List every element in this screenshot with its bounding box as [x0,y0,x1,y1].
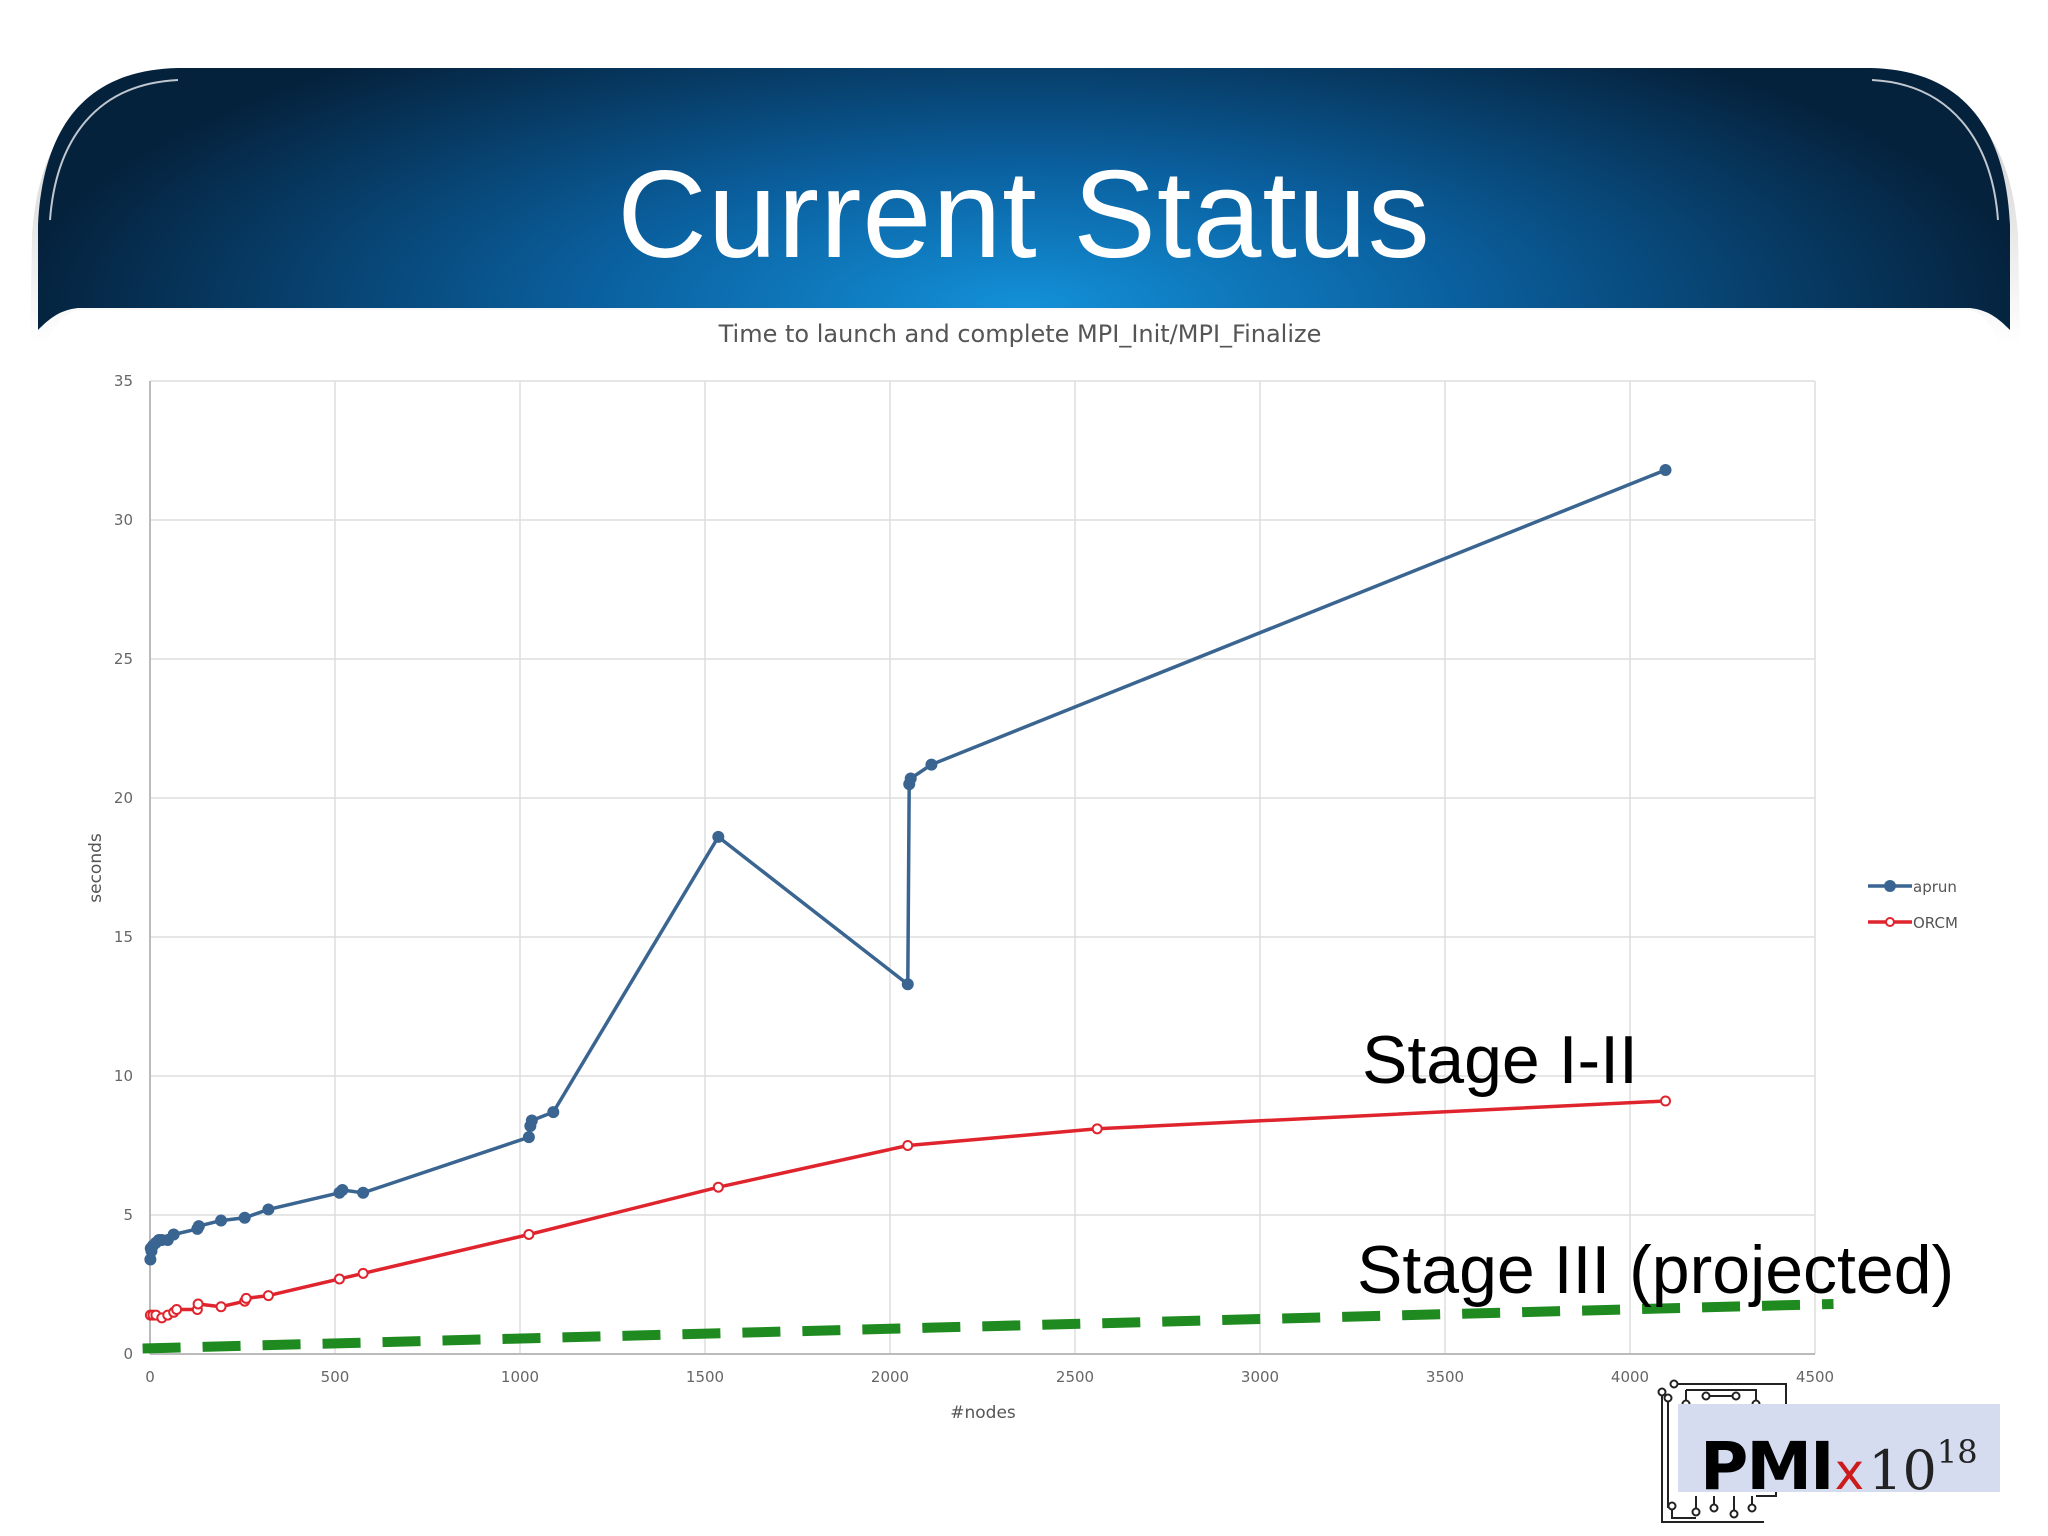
data-point [523,1228,535,1240]
x-tick-label: 4000 [1611,1368,1649,1386]
stage-3-projected-annotation: Stage III (projected) [1357,1232,1955,1308]
data-point [525,1114,538,1127]
y-tick-label: 5 [123,1206,133,1224]
title-banner [30,68,2020,345]
data-point [215,1301,227,1313]
pmix-logo: PMIx1018 [1656,1376,2024,1524]
y-tick-label: 0 [123,1345,133,1363]
projection-layer [142,1298,1834,1354]
legend-label: ORCM [1913,914,1958,932]
data-point [192,1220,205,1233]
legend-label: aprun [1913,878,1957,896]
data-point [522,1131,535,1144]
legend-item-aprun: aprun [1868,878,1957,896]
data-point [357,1186,370,1199]
data-point [192,1298,204,1310]
data-point [262,1203,275,1216]
legend-marker [1884,880,1896,892]
data-point [1659,463,1672,476]
data-point [357,1267,369,1279]
logo-exponent: 18 [1936,1433,1978,1471]
logo-word: PMI [1700,1428,1835,1505]
x-tick-label: 2500 [1056,1368,1094,1386]
x-tick-label: 3000 [1241,1368,1279,1386]
data-point [901,978,914,991]
data-point [712,1181,724,1193]
projection-line [142,1298,1834,1354]
x-tick-label: 0 [145,1368,155,1386]
logo-wordmark: PMIx1018 [1700,1412,1978,1505]
data-point [712,830,725,843]
data-point [262,1290,274,1302]
series-orcm [144,1095,1672,1324]
data-point [238,1211,251,1224]
legend: aprun ORCM [1868,878,1958,932]
series-aprun [144,463,1672,1266]
data-point [171,1304,183,1316]
x-tick-label: 4500 [1796,1368,1834,1386]
y-tick-label: 30 [114,511,133,529]
y-tick-label: 10 [114,1067,133,1085]
data-point [215,1214,228,1227]
y-tick-label: 35 [114,372,133,390]
axis-ticks: 0 500 1000 1500 2000 2500 3000 3500 4000 4500 0 5 10… [114,372,1834,1386]
legend-item-orcm: ORCM [1868,914,1958,932]
data-point [925,758,938,771]
logo-times: x [1834,1443,1865,1501]
data-point [902,1140,914,1151]
x-tick-label: 1000 [501,1368,539,1386]
x-tick-label: 3500 [1426,1368,1464,1386]
y-axis-label: seconds [86,833,106,903]
x-axis-label: #nodes [950,1403,1016,1423]
data-point [1091,1123,1103,1135]
data-point [904,772,917,785]
chart-grid [149,380,1816,1355]
slide-title: Current Status [617,146,1431,284]
logo-base: 10 [1868,1439,1937,1502]
data-point [240,1292,252,1304]
y-tick-label: 15 [114,928,133,946]
x-tick-label: 2000 [871,1368,909,1386]
data-point [167,1228,180,1241]
data-point [1660,1095,1672,1107]
legend-marker [1885,917,1895,927]
stage-1-2-annotation: Stage I-II [1362,1022,1638,1098]
data-point [547,1106,560,1119]
data-point [336,1183,349,1196]
logo-panel [1678,1404,2000,1492]
y-tick-label: 25 [114,650,133,668]
chart-title: Time to launch and complete MPI_Init/MPI… [718,320,1322,348]
x-tick-label: 500 [321,1368,350,1386]
x-tick-label: 1500 [686,1368,724,1386]
series-layer [144,463,1672,1324]
y-tick-label: 20 [114,789,133,807]
data-point [333,1273,345,1285]
